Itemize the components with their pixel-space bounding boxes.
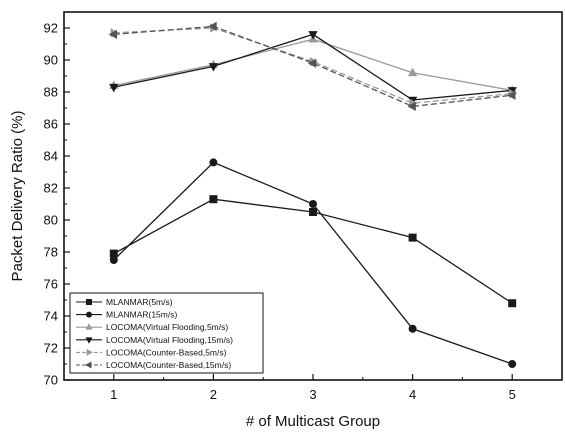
data-point — [408, 324, 417, 333]
data-point — [109, 83, 119, 93]
y-tick-label: 78 — [44, 245, 58, 260]
legend-item: LOCOMA(Counter-Based,5m/s) — [76, 347, 227, 357]
data-point — [308, 31, 318, 40]
data-point — [507, 90, 516, 100]
data-point — [208, 63, 219, 72]
series-line — [113, 25, 513, 108]
y-tick-label: 84 — [44, 149, 58, 164]
legend-item: MLANMAR(5m/s) — [76, 297, 173, 307]
legend-marker — [86, 348, 93, 356]
series-6 — [108, 21, 516, 112]
x-tick-label: 3 — [309, 387, 316, 402]
legend-item: LOCOMA(Virtual Flooding,15m/s) — [76, 335, 233, 345]
data-point — [508, 359, 517, 368]
data-point — [109, 255, 118, 264]
y-tick-label: 76 — [44, 277, 58, 292]
legend-label: LOCOMA(Virtual Flooding,15m/s) — [106, 335, 233, 345]
x-tick-label: 2 — [210, 387, 217, 402]
legend-box — [69, 292, 264, 374]
data-point — [407, 101, 416, 112]
data-point — [308, 199, 317, 208]
y-tick-label: 86 — [44, 117, 58, 132]
data-point — [308, 207, 317, 216]
legend-item: LOCOMA(Virtual Flooding,5m/s) — [76, 322, 228, 332]
x-axis-ticks: 1 2 3 4 5 — [110, 374, 516, 402]
x-tick-label: 1 — [110, 387, 117, 402]
y-tick-label: 70 — [44, 373, 58, 388]
legend: MLANMAR(5m/s) MLANMAR(15m/s) LOCOMA(Virtua… — [69, 292, 264, 374]
legend-marker — [86, 298, 93, 305]
legend-label: LOCOMA(Counter-Based,5m/s) — [106, 347, 227, 357]
y-tick-label: 80 — [44, 213, 58, 228]
legend-marker — [85, 323, 93, 330]
x-axis-title: # of Multicast Group — [246, 413, 380, 430]
y-tick-label: 72 — [44, 341, 58, 356]
legend-item: MLANMAR(15m/s) — [76, 310, 177, 320]
y-axis-title: Packet Delivery Ratio (%) — [9, 111, 26, 282]
legend-marker — [85, 337, 93, 344]
data-point — [407, 67, 418, 77]
data-point — [209, 158, 218, 167]
y-axis-ticks: 70 72 74 76 78 80 82 84 86 88 90 92 — [44, 11, 70, 388]
legend-label: LOCOMA(Counter-Based,15m/s) — [106, 360, 231, 370]
y-tick-label: 82 — [44, 181, 58, 196]
x-tick-label: 4 — [409, 387, 416, 402]
data-point — [508, 299, 517, 308]
data-point — [108, 29, 118, 40]
legend-items: MLANMAR(5m/s) MLANMAR(15m/s) LOCOMA(Virtua… — [76, 297, 233, 370]
y-tick-label: 92 — [44, 21, 58, 36]
y-tick-label: 88 — [44, 85, 58, 100]
legend-label: MLANMAR(5m/s) — [106, 297, 173, 307]
series-1 — [109, 195, 517, 308]
legend-label: MLANMAR(15m/s) — [106, 310, 177, 320]
legend-item: LOCOMA(Counter-Based,15m/s) — [76, 360, 231, 370]
x-tick-label: 5 — [509, 387, 516, 402]
data-point — [408, 233, 417, 242]
data-point — [208, 21, 217, 32]
series-layer — [108, 21, 518, 368]
series-2 — [109, 158, 517, 368]
y-tick-label: 74 — [44, 309, 58, 324]
data-point — [209, 195, 218, 204]
data-point — [307, 58, 317, 68]
series-line — [113, 33, 513, 101]
legend-label: LOCOMA(Virtual Flooding,5m/s) — [106, 322, 228, 332]
y-tick-label: 90 — [44, 53, 58, 68]
legend-marker — [86, 311, 93, 318]
legend-marker — [85, 361, 92, 369]
